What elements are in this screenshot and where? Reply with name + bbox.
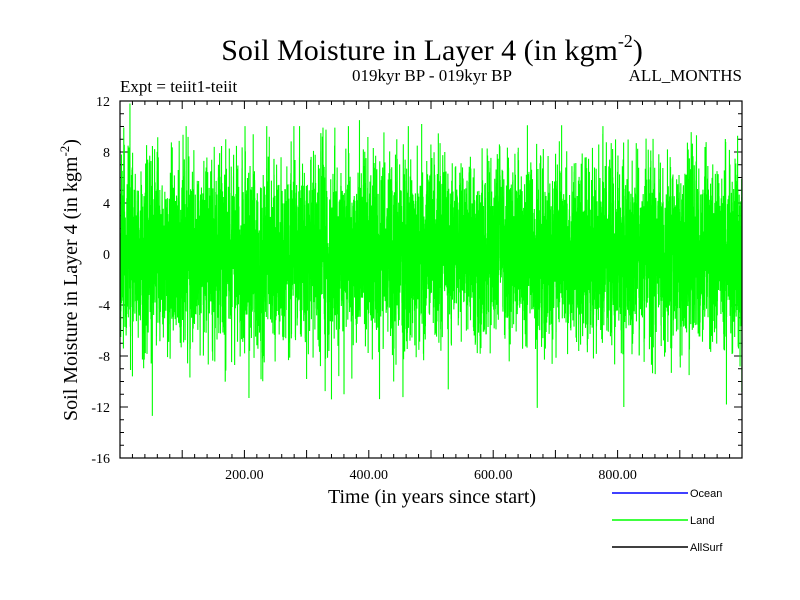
period-label: 019kyr BP - 019kyr BP bbox=[352, 66, 512, 85]
series-layer bbox=[120, 103, 743, 416]
series-line-land bbox=[120, 103, 743, 416]
legend-label-ocean: Ocean bbox=[690, 488, 722, 500]
y-axis-label-sup: -2 bbox=[57, 146, 72, 157]
y-tick-label: 12 bbox=[96, 95, 110, 110]
y-tick-label: -4 bbox=[98, 299, 110, 314]
x-tick-label: 400.00 bbox=[350, 468, 389, 483]
x-axis-label: Time (in years since start) bbox=[328, 486, 536, 508]
y-tick-label: -12 bbox=[91, 401, 110, 416]
tick-labels: -16 -12 -8 -4 0 4 8 12 200.00 400.00 600.00 800.00 bbox=[91, 95, 637, 483]
legend-label-land: Land bbox=[690, 515, 714, 527]
y-tick-label: -16 bbox=[91, 452, 110, 467]
plot-frame bbox=[119, 100, 743, 459]
y-axis-label-close: ) bbox=[60, 139, 82, 146]
x-tick-label: 600.00 bbox=[474, 468, 513, 483]
y-tick-label: 8 bbox=[103, 146, 110, 161]
title-close: ) bbox=[633, 34, 643, 67]
months-label: ALL_MONTHS bbox=[629, 66, 742, 85]
chart-title: Soil Moisture in Layer 4 (in kgm-2) bbox=[221, 31, 643, 67]
y-axis-label: Soil Moisture in Layer 4 (in kgm-2) bbox=[57, 139, 82, 421]
legend-label-allsurf: AllSurf bbox=[690, 542, 723, 554]
x-tick-label: 200.00 bbox=[225, 468, 264, 483]
y-tick-label: 0 bbox=[103, 248, 110, 263]
x-tick-label: 800.00 bbox=[598, 468, 637, 483]
experiment-label: Expt = teiit1-teiit bbox=[120, 77, 238, 96]
y-axis-label-main: Soil Moisture in Layer 4 (in kgm bbox=[60, 156, 82, 421]
legend: Ocean Land AllSurf bbox=[612, 488, 723, 554]
title-main: Soil Moisture in Layer 4 (in kgm bbox=[221, 34, 618, 67]
y-tick-label: -8 bbox=[98, 350, 110, 365]
y-tick-label: 4 bbox=[103, 197, 110, 212]
title-sup: -2 bbox=[618, 31, 633, 51]
